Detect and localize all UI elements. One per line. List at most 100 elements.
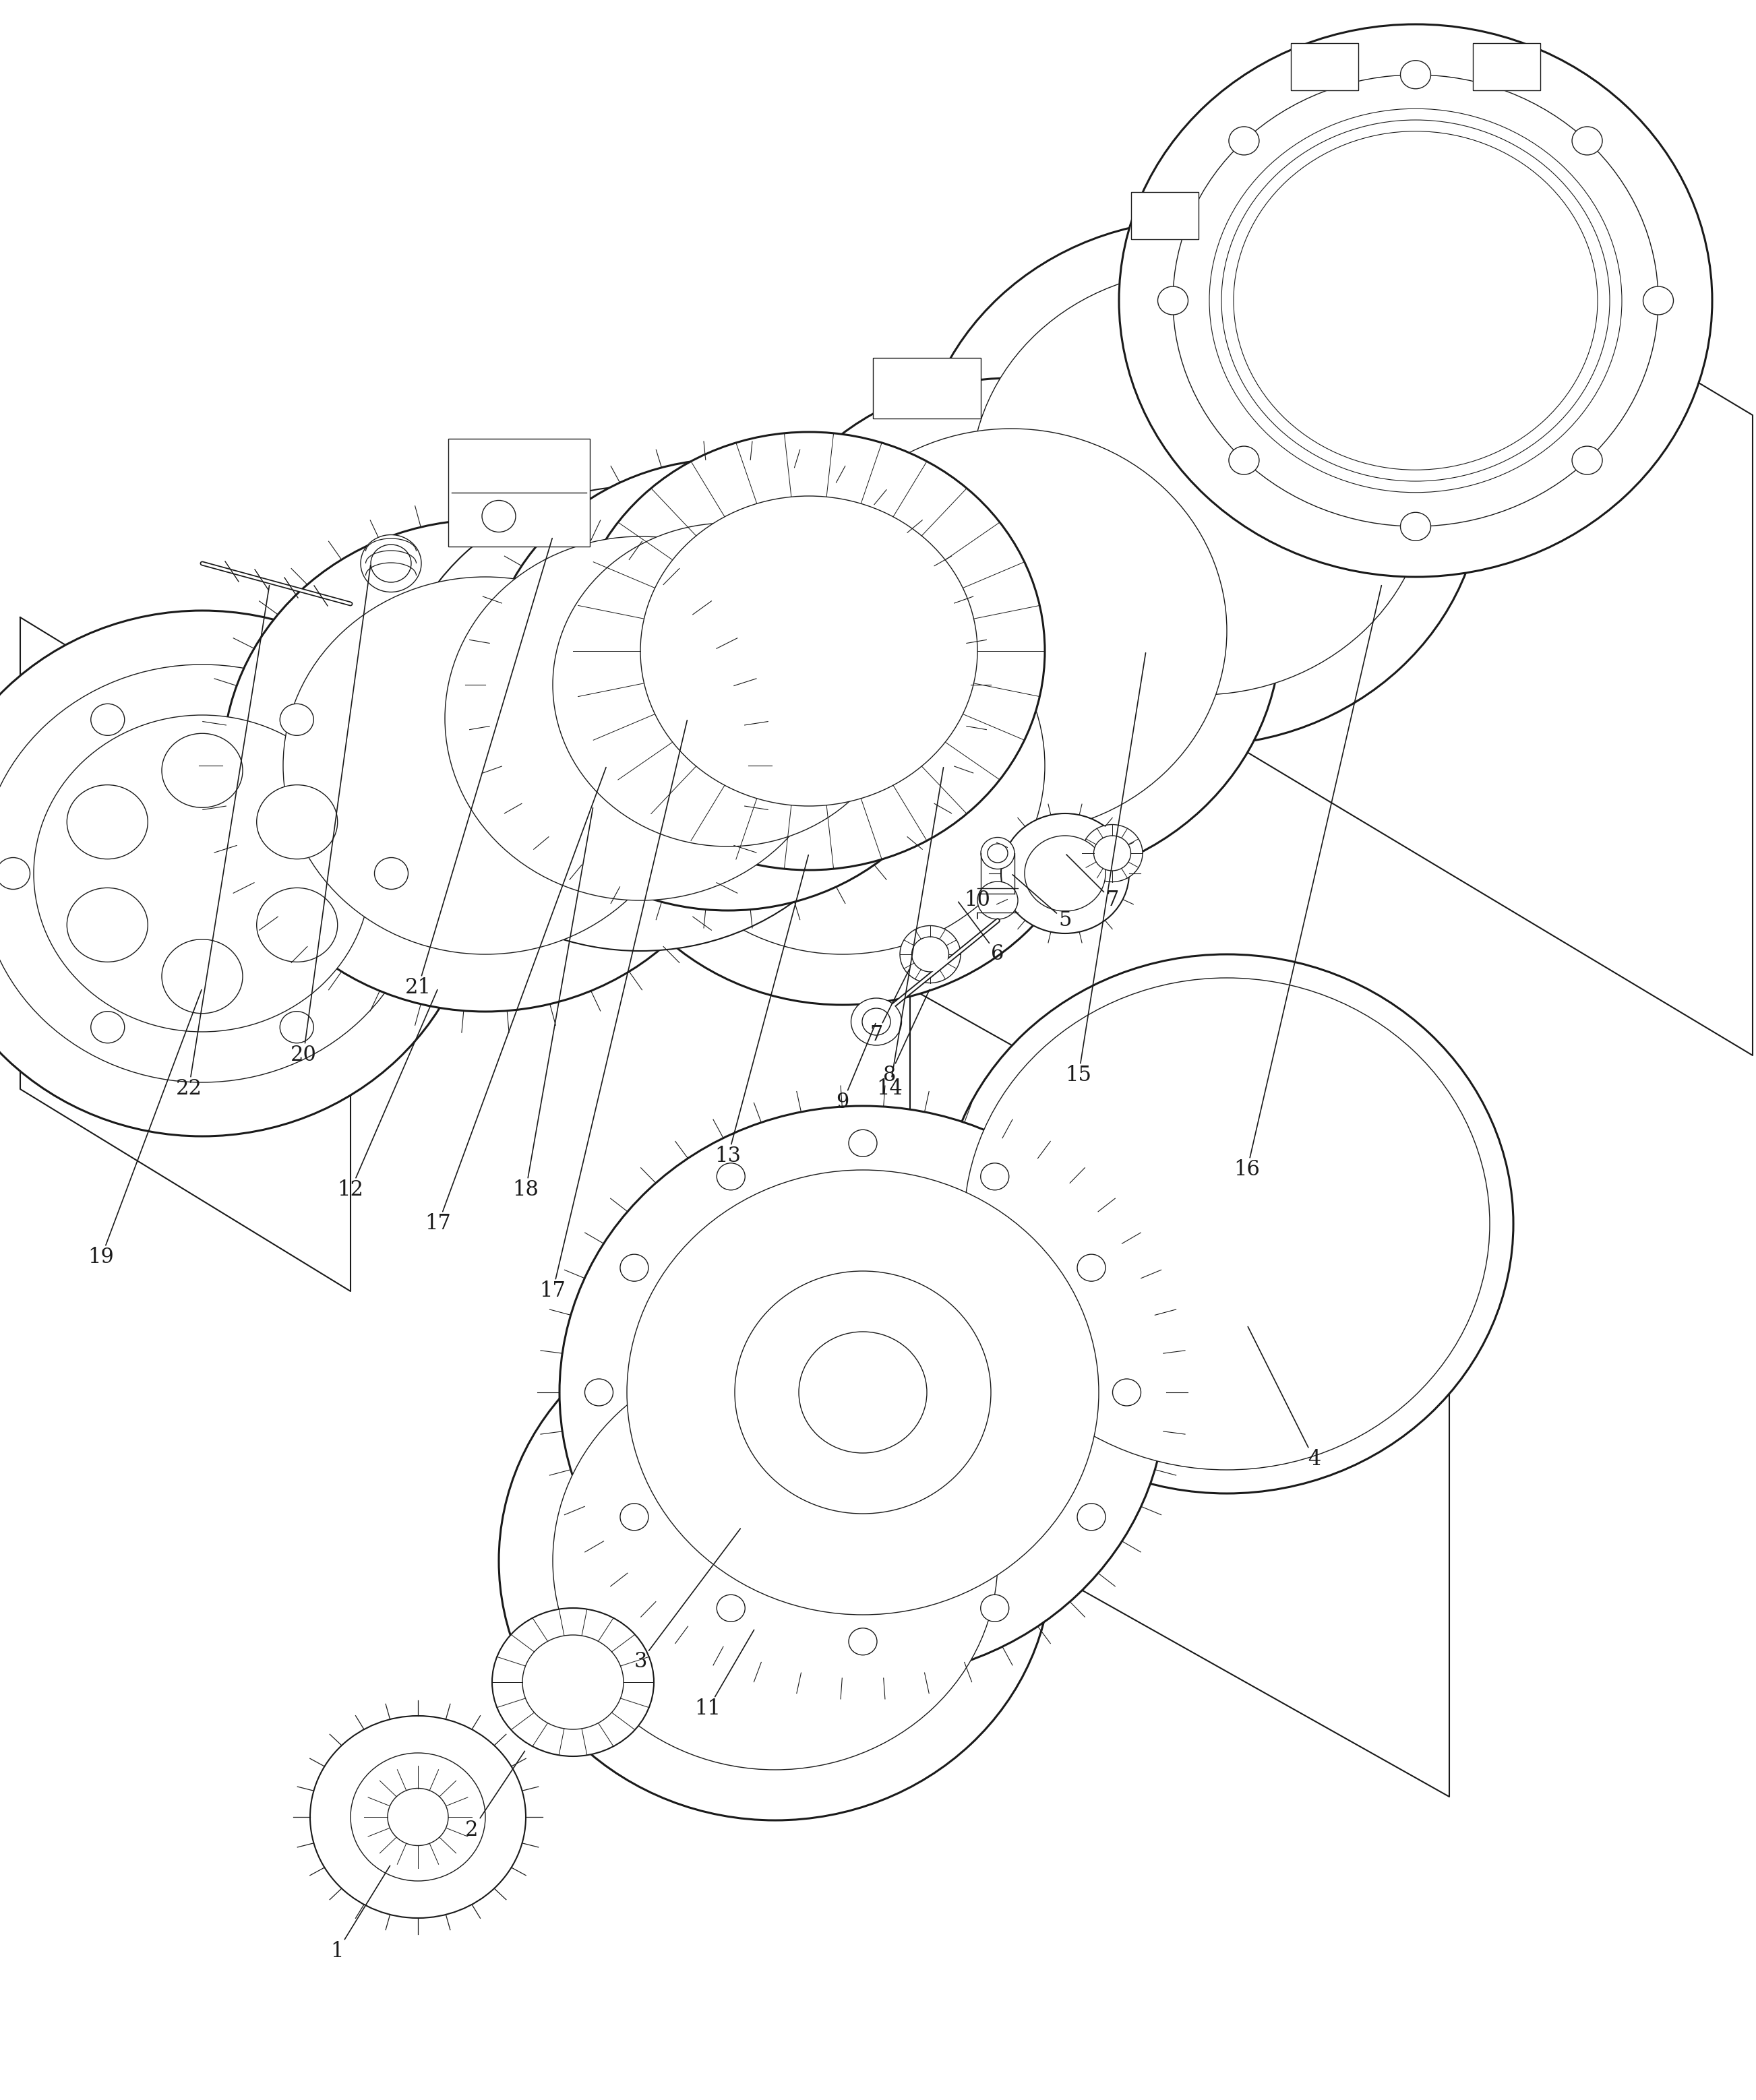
Ellipse shape [1173,76,1658,527]
Text: 8: 8 [883,989,929,1086]
Ellipse shape [162,733,242,808]
Ellipse shape [917,220,1484,746]
Ellipse shape [620,1254,648,1281]
Text: 13: 13 [715,855,808,1168]
Ellipse shape [1076,1504,1106,1531]
Ellipse shape [641,496,978,806]
Ellipse shape [360,536,421,592]
Ellipse shape [980,1594,1010,1621]
Ellipse shape [553,523,903,846]
Ellipse shape [1233,132,1598,470]
Ellipse shape [1024,836,1106,911]
FancyBboxPatch shape [516,796,623,850]
Text: 17: 17 [425,766,606,1235]
Text: 16: 16 [1234,586,1382,1180]
Ellipse shape [1082,825,1143,882]
Ellipse shape [91,1012,125,1044]
Ellipse shape [374,857,407,888]
Ellipse shape [620,1504,648,1531]
FancyBboxPatch shape [873,357,982,418]
Ellipse shape [279,1012,314,1044]
Ellipse shape [223,519,748,1012]
Ellipse shape [91,704,125,735]
Ellipse shape [481,500,516,531]
Ellipse shape [627,1170,1099,1615]
Polygon shape [910,987,1449,1798]
Text: 7: 7 [1066,855,1119,911]
Ellipse shape [852,997,901,1046]
Ellipse shape [1001,813,1129,932]
Ellipse shape [1229,445,1259,475]
Text: 15: 15 [1066,653,1145,1086]
Ellipse shape [862,1008,890,1035]
Ellipse shape [587,527,1099,1004]
Text: 14: 14 [876,766,943,1100]
Text: 2: 2 [465,1751,525,1842]
Ellipse shape [1076,1254,1106,1281]
Ellipse shape [523,1636,623,1728]
Ellipse shape [978,882,1018,920]
Ellipse shape [1119,25,1712,578]
Ellipse shape [848,1628,876,1655]
Ellipse shape [899,926,961,983]
Ellipse shape [911,937,948,972]
Ellipse shape [980,1163,1010,1191]
Ellipse shape [795,428,1227,834]
Ellipse shape [1210,109,1623,493]
Polygon shape [1247,111,1752,1056]
Ellipse shape [1113,1380,1141,1405]
Text: 19: 19 [88,989,202,1268]
Ellipse shape [499,1302,1052,1821]
Text: 7: 7 [869,970,910,1046]
Ellipse shape [585,1380,613,1405]
Ellipse shape [1572,445,1601,475]
Ellipse shape [256,888,337,962]
Ellipse shape [1227,126,1605,477]
Ellipse shape [734,1270,990,1514]
Ellipse shape [33,716,371,1031]
Ellipse shape [941,953,1514,1493]
Ellipse shape [256,785,337,859]
Ellipse shape [279,704,314,735]
Ellipse shape [572,433,1045,869]
Ellipse shape [716,1163,745,1191]
FancyBboxPatch shape [1131,191,1198,239]
Ellipse shape [1287,183,1544,418]
Ellipse shape [0,664,425,1082]
Ellipse shape [1401,61,1431,88]
Text: 6: 6 [959,901,1004,964]
Ellipse shape [0,611,479,1136]
Ellipse shape [987,844,1008,863]
Text: 4: 4 [1249,1327,1321,1470]
Ellipse shape [283,578,688,953]
Text: 12: 12 [337,989,437,1201]
Ellipse shape [971,271,1429,695]
Text: 21: 21 [406,538,551,997]
Ellipse shape [1401,512,1431,540]
Text: 10: 10 [964,890,990,918]
Ellipse shape [799,1331,927,1453]
Ellipse shape [67,785,148,859]
Text: 11: 11 [695,1630,753,1720]
Ellipse shape [311,1716,525,1917]
Ellipse shape [485,460,971,911]
Ellipse shape [641,578,1045,953]
Text: 18: 18 [513,808,594,1201]
Ellipse shape [848,1130,876,1157]
Ellipse shape [553,1352,997,1770]
Ellipse shape [351,1753,485,1882]
Ellipse shape [741,378,1280,884]
Ellipse shape [1094,836,1131,872]
Ellipse shape [392,485,890,951]
Polygon shape [21,617,351,1291]
Ellipse shape [1222,120,1610,481]
Text: 5: 5 [1013,876,1071,930]
Text: 17: 17 [539,720,687,1302]
Ellipse shape [1644,286,1673,315]
Ellipse shape [1157,286,1189,315]
Text: 3: 3 [634,1529,741,1672]
Text: 1: 1 [330,1865,390,1961]
FancyBboxPatch shape [1291,44,1357,90]
Ellipse shape [1229,126,1259,155]
FancyBboxPatch shape [448,439,590,546]
